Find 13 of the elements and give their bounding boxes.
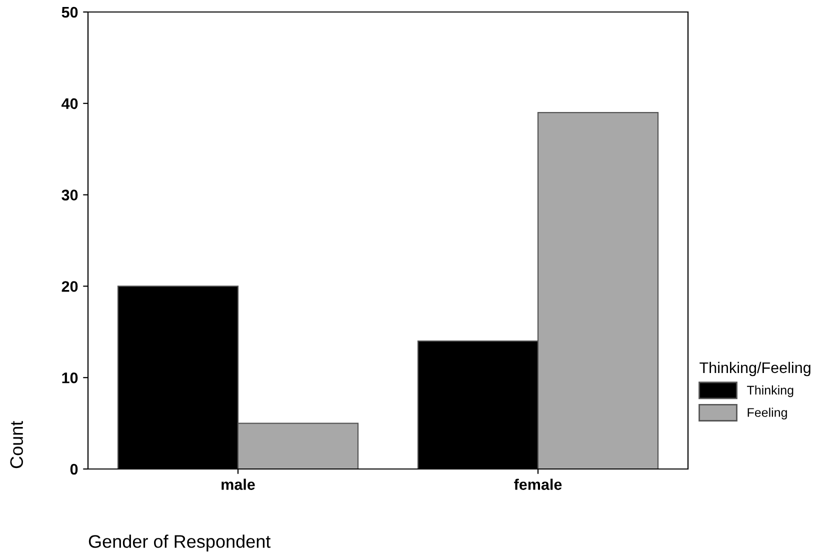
- x-tick-label: male: [222, 478, 255, 490]
- legend-title: Thinking/Feeling: [700, 362, 810, 376]
- y-tick-label: 30: [62, 190, 78, 201]
- y-tick-label: 50: [62, 6, 78, 18]
- y-axis-title: Count: [10, 420, 23, 468]
- y-tick-label: 40: [62, 98, 78, 110]
- y-tick-label: 0: [70, 464, 78, 475]
- y-tick-label: 10: [62, 372, 78, 384]
- x-tick-label: female: [514, 478, 562, 490]
- legend-label: Thinking: [747, 385, 794, 398]
- x-axis-title: Gender of Respondent: [88, 534, 271, 552]
- legend-label: Feeling: [748, 408, 787, 420]
- y-tick-label: 20: [62, 281, 78, 292]
